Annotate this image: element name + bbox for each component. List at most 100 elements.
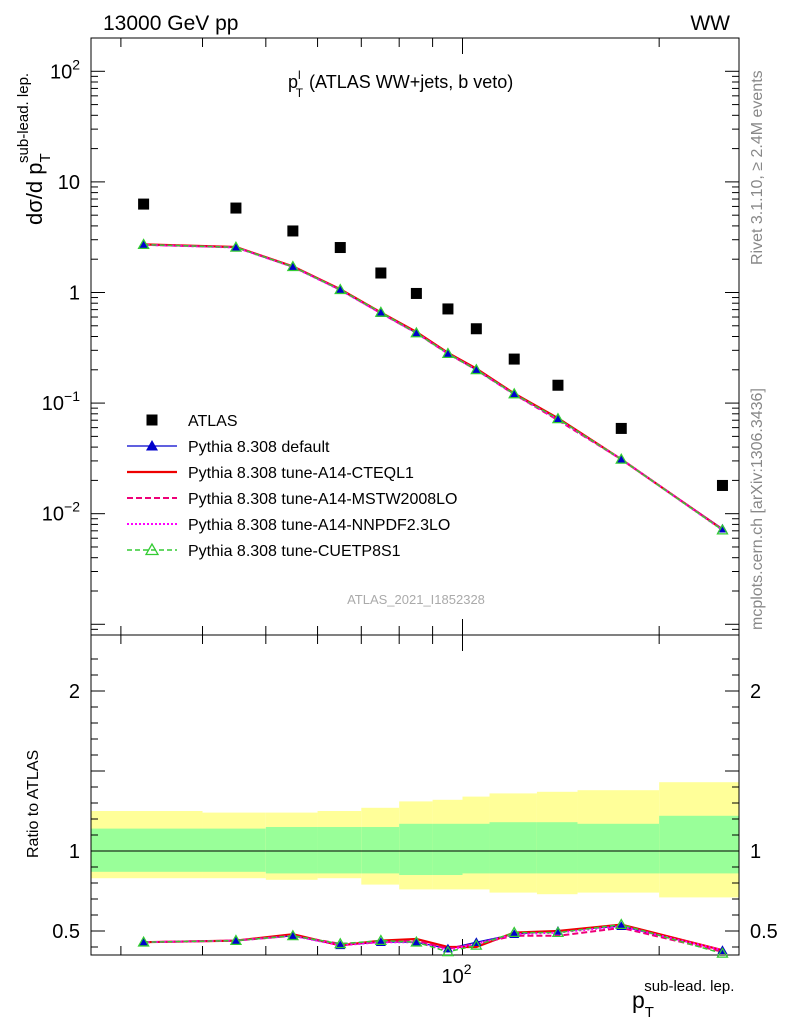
y-tick-label: 10: [58, 172, 80, 194]
band-inner-bin: [577, 823, 660, 874]
ratio-point-cuetp8s1: [441, 945, 455, 957]
main-line-mstw: [143, 243, 724, 531]
ratio-y-tick-label: 0.5: [52, 921, 80, 943]
ratio-point-default: [230, 935, 241, 945]
y-tick-label: 10−1: [42, 388, 80, 415]
y-tick-label: 10−2: [42, 499, 80, 526]
main-point-default: [287, 262, 298, 271]
band-inner-bin: [489, 822, 537, 874]
main-point-data: [287, 225, 299, 237]
main-point-cuetp8s1: [374, 306, 387, 317]
main-point-data: [552, 379, 564, 391]
series-lines: [143, 243, 724, 955]
band-inner-bin: [265, 827, 318, 874]
ratio-point-cuetp8s1: [551, 926, 565, 937]
main-point-default: [471, 364, 482, 374]
main-point-default: [442, 348, 453, 358]
main-point-cuetp8s1: [229, 241, 243, 252]
band-inner-bin: [399, 823, 433, 875]
ratio-line-cteql1: [143, 923, 723, 952]
header-right: WW: [690, 12, 730, 35]
uncertainty-bands: [91, 782, 739, 898]
main-point-cuetp8s1: [286, 260, 299, 272]
ratio-y-tick-label: 1: [69, 841, 80, 863]
band-inner-bin: [432, 823, 463, 875]
main-point-default: [509, 389, 520, 399]
band-inner-bin: [91, 828, 203, 872]
legend-marker-cuetp8s1: [144, 542, 160, 556]
main-point-data: [470, 323, 482, 335]
main-point-default: [616, 454, 627, 464]
ratio-point-cuetp8s1: [410, 935, 423, 947]
main-point-cuetp8s1: [551, 412, 565, 424]
main-point-data: [375, 267, 387, 279]
legend-entry-default: Pythia 8.308 default: [188, 439, 330, 456]
main-line-nnpdf: [143, 243, 724, 531]
ratio-point-cuetp8s1: [286, 929, 299, 941]
band-inner-bin: [202, 828, 266, 872]
ratio-point-default: [287, 930, 298, 940]
legend-entry-data: ATLAS: [188, 413, 238, 430]
main-point-data: [410, 287, 422, 299]
chart-title: pl T(ATLAS WW+jets, b veto): [288, 68, 513, 100]
y-tick-label: 1: [69, 282, 80, 304]
legend-entry-mstw: Pythia 8.308 tune-A14-MSTW2008LO: [188, 491, 457, 508]
main-point-cuetp8s1: [470, 363, 483, 375]
ratio-y-tick-label: 1: [750, 841, 761, 863]
main-point-default: [230, 242, 241, 252]
ratio-y-tick-label: 2: [750, 681, 761, 703]
ratio-point-cuetp8s1: [470, 939, 483, 950]
main-point-data: [716, 479, 728, 491]
ratio-y-tick-label: 0.5: [750, 921, 778, 943]
legend-entry-nnpdf: Pythia 8.308 tune-A14-NNPDF2.3LO: [188, 517, 450, 534]
ratio-line-nnpdf: [143, 925, 723, 952]
ratio-point-cuetp8s1: [374, 934, 387, 945]
main-point-default: [375, 308, 386, 317]
main-point-cuetp8s1: [334, 283, 347, 295]
ratio-frame: [90, 634, 740, 956]
series-markers: [137, 198, 729, 958]
axes: 102 10 1 10−1 10−2 102 0.5 0.5 1 1 2 2: [42, 37, 778, 988]
band-inner-bin: [462, 823, 490, 874]
main-point-data: [508, 353, 520, 365]
main-point-default: [138, 239, 149, 249]
legend-marker-default: [146, 440, 158, 451]
legend: ATLAS Pythia 8.308 default Pythia 8.308 tu…: [127, 413, 457, 560]
band-inner-bin: [317, 827, 362, 874]
legend-marker-data: [146, 414, 158, 426]
x-axis-label: pTsub-lead. lep.: [632, 978, 734, 1021]
mcplots-source-label: mcplots.cern.ch [arXiv:1306.3436]: [749, 388, 766, 630]
y-axis-label: dσ/d pTsub-lead. lep.: [15, 73, 54, 225]
ratio-axis-label: Ratio to ATLAS: [25, 750, 42, 858]
analysis-watermark: ATLAS_2021_I1852328: [347, 592, 485, 607]
main-point-default: [411, 328, 422, 337]
main-line-cuetp8s1: [143, 243, 723, 531]
ratio-y-tick-label: 2: [69, 681, 80, 703]
main-point-cuetp8s1: [716, 523, 729, 535]
header-left: 13000 GeV pp: [103, 12, 238, 35]
legend-entry-cuetp8s1: Pythia 8.308 tune-CUETP8S1: [188, 543, 401, 560]
ratio-point-cuetp8s1: [508, 926, 521, 937]
main-point-data: [615, 422, 627, 434]
ratio-point-default: [138, 937, 149, 946]
main-point-default: [552, 413, 563, 423]
main-point-cuetp8s1: [137, 238, 150, 250]
main-line-default: [143, 244, 723, 530]
band-inner-bin: [659, 815, 739, 874]
main-point-data: [230, 202, 242, 214]
ratio-point-cuetp8s1: [137, 935, 150, 947]
ratio-line-cuetp8s1: [143, 923, 723, 955]
ratio-point-cuetp8s1: [716, 947, 729, 958]
rivet-version-label: Rivet 3.1.10, ≥ 2.4M events: [749, 70, 766, 265]
main-point-default: [335, 285, 346, 294]
y-tick-label: 102: [50, 56, 80, 83]
ratio-point-cuetp8s1: [615, 918, 628, 929]
band-inner-bin: [536, 822, 578, 874]
main-point-cuetp8s1: [410, 326, 423, 338]
ratio-point-cuetp8s1: [334, 937, 347, 949]
band-inner-bin: [361, 827, 400, 874]
main-point-cuetp8s1: [615, 453, 628, 464]
main-point-data: [442, 303, 454, 315]
main-point-data: [138, 198, 150, 210]
